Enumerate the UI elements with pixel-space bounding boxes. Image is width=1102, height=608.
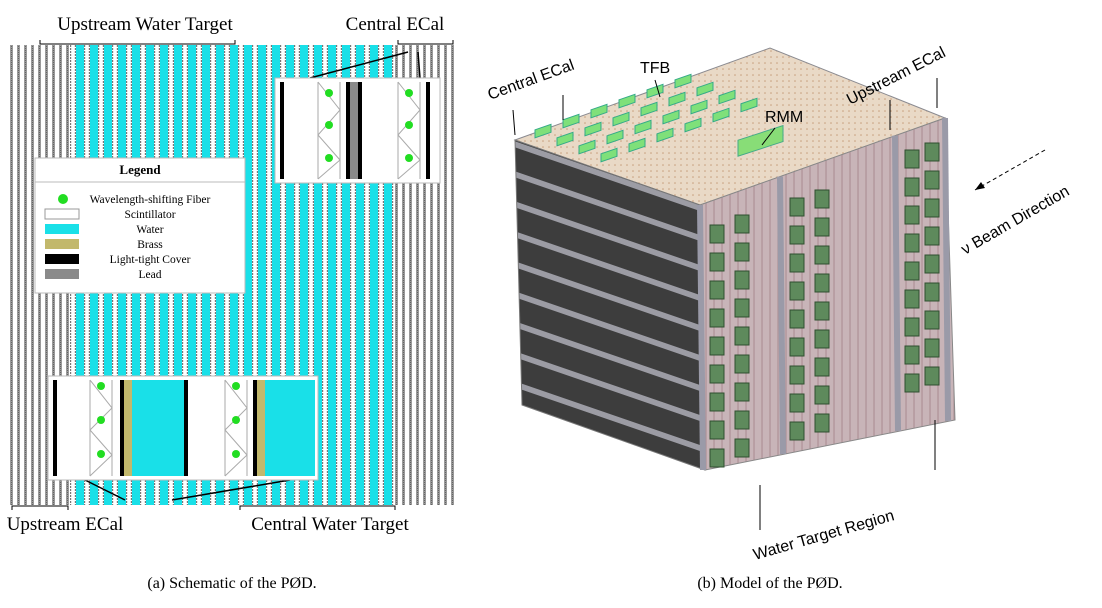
legend-swatch	[45, 269, 79, 279]
electronics-board	[735, 299, 749, 317]
electronics-board	[710, 449, 724, 467]
electronics-board	[710, 421, 724, 439]
electronics-board	[925, 367, 939, 385]
electronics-board	[790, 422, 804, 440]
electronics-board	[815, 218, 829, 236]
label: Upstream ECal	[7, 514, 124, 535]
electronics-board	[790, 394, 804, 412]
electronics-board	[815, 274, 829, 292]
arrowhead	[975, 182, 985, 190]
electronics-board	[925, 171, 939, 189]
legend-label: Scintillator	[124, 209, 175, 221]
bracket	[398, 40, 453, 44]
electronics-board	[790, 254, 804, 272]
electronics-board	[905, 318, 919, 336]
legend-swatch	[58, 194, 68, 204]
electronics-board	[710, 281, 724, 299]
electronics-board	[710, 393, 724, 411]
label: Central ECal	[346, 14, 445, 35]
electronics-board	[735, 411, 749, 429]
legend: Legend Wavelength-shifting Fiber Scintil…	[35, 158, 245, 293]
electronics-board	[945, 118, 948, 421]
legend-label: Lead	[139, 269, 162, 281]
electronics-board	[925, 255, 939, 273]
bracket	[12, 506, 68, 510]
electronics-board	[905, 262, 919, 280]
label: Central Water Target	[251, 514, 409, 535]
electronics-board	[710, 253, 724, 271]
inset-top	[275, 78, 440, 183]
electronics-board	[735, 439, 749, 457]
electronics-board	[790, 310, 804, 328]
electronics-board	[790, 366, 804, 384]
electronics-board	[815, 302, 829, 320]
electronics-board	[905, 234, 919, 252]
electronics-board	[780, 177, 783, 454]
electronics-board	[925, 339, 939, 357]
legend-swatch	[45, 239, 79, 249]
panel-b: Central ECal TFB RMM Upstream ECal ν Bea…	[486, 44, 1073, 592]
electronics-board	[905, 346, 919, 364]
label: Upstream Water Target	[57, 14, 233, 35]
legend-label: Light-tight Cover	[110, 254, 191, 266]
legend-label: Water	[136, 224, 163, 236]
electronics-board	[700, 205, 703, 470]
electronics-board	[905, 178, 919, 196]
electronics-board	[815, 414, 829, 432]
electronics-board	[925, 199, 939, 217]
legend-swatch	[45, 254, 79, 264]
inset-bottom	[48, 376, 318, 480]
electronics-board	[925, 283, 939, 301]
electronics-board	[735, 243, 749, 261]
electronics-board	[790, 282, 804, 300]
caption: (b) Model of the PØD.	[697, 575, 842, 592]
electronics-board	[735, 383, 749, 401]
legend-swatch	[45, 209, 79, 219]
electronics-board	[925, 227, 939, 245]
label: Water Target Region	[751, 507, 896, 564]
pointer	[513, 110, 515, 135]
label: ν Beam Direction	[959, 183, 1073, 259]
electronics-board	[790, 338, 804, 356]
electronics-board	[815, 386, 829, 404]
electronics-board	[925, 311, 939, 329]
electronics-board	[905, 150, 919, 168]
electronics-board	[710, 309, 724, 327]
electronics-board	[735, 327, 749, 345]
electronics-board	[790, 198, 804, 216]
electronics-board	[710, 365, 724, 383]
electronics-board	[815, 246, 829, 264]
legend-label: Brass	[137, 239, 163, 251]
legend-title: Legend	[119, 162, 161, 177]
electronics-board	[790, 226, 804, 244]
figure: Upstream Water Target Central ECal Upstr…	[0, 0, 1102, 608]
electronics-board	[905, 206, 919, 224]
legend-label: Wavelength-shifting Fiber	[90, 194, 211, 206]
electronics-board	[905, 374, 919, 392]
electronics-board	[815, 190, 829, 208]
electronics-board	[815, 330, 829, 348]
electronics-board	[735, 355, 749, 373]
electronics-board	[815, 358, 829, 376]
label: TFB	[640, 60, 670, 77]
label: RMM	[765, 109, 803, 126]
beam-arrow	[975, 150, 1045, 190]
electronics-board	[905, 290, 919, 308]
panel-a: Upstream Water Target Central ECal Upstr…	[7, 14, 455, 592]
bracket	[240, 506, 395, 510]
caption: (a) Schematic of the PØD.	[147, 575, 316, 592]
electronics-board	[895, 136, 898, 431]
electronics-board	[735, 271, 749, 289]
electronics-board	[710, 225, 724, 243]
legend-swatch	[45, 224, 79, 234]
bracket	[40, 40, 235, 44]
electronics-board	[925, 143, 939, 161]
electronics-board	[710, 337, 724, 355]
electronics-board	[735, 215, 749, 233]
